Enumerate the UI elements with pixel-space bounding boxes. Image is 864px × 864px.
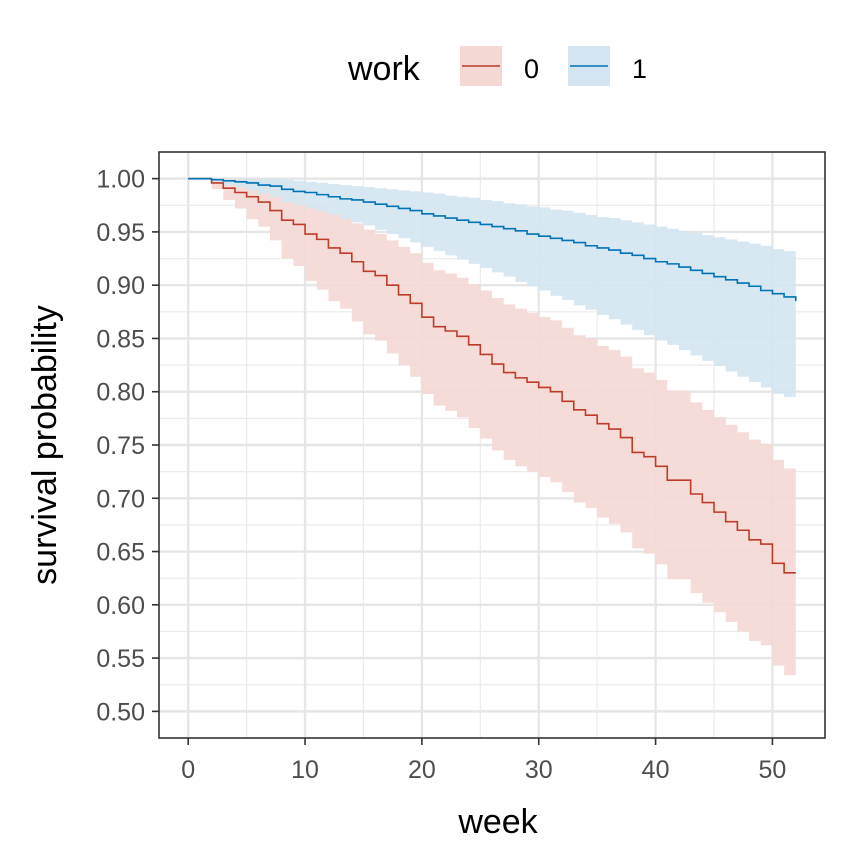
- x-tick-label: 20: [408, 756, 436, 784]
- x-tick-label: 10: [291, 756, 319, 784]
- y-tick-label: 0.60: [96, 592, 145, 620]
- confidence-band-work-1: [188, 178, 796, 398]
- survival-curve-work-1: [188, 177, 797, 302]
- confidence-bands: [188, 178, 796, 676]
- survival-curve-work-0: [188, 177, 796, 574]
- survival-curves: [188, 177, 797, 574]
- y-tick-label: 0.65: [96, 539, 145, 567]
- x-tick-label: 0: [181, 756, 195, 784]
- x-tick-label: 40: [642, 756, 670, 784]
- x-axis-title: week: [457, 803, 538, 841]
- y-tick-label: 0.55: [96, 645, 145, 673]
- y-tick-label: 0.50: [96, 698, 145, 726]
- y-axis-title: survival probability: [26, 305, 64, 585]
- legend: work 0 1: [347, 46, 647, 88]
- confidence-band-work-0: [188, 178, 796, 676]
- y-tick-label: 0.90: [96, 272, 145, 300]
- y-tick-label: 0.70: [96, 485, 145, 513]
- y-tick-label: 1.00: [96, 166, 145, 194]
- x-tick-label: 50: [759, 756, 787, 784]
- legend-title: work: [347, 50, 421, 88]
- y-tick-label: 0.95: [96, 219, 145, 247]
- y-tick-label: 0.80: [96, 379, 145, 407]
- y-tick-label: 0.75: [96, 432, 145, 460]
- legend-label-1: 1: [632, 54, 647, 84]
- x-axis: 0 10 20 30 40 50: [181, 738, 786, 784]
- x-tick-label: 30: [525, 756, 553, 784]
- y-tick-label: 0.85: [96, 325, 145, 353]
- y-axis: 0.50 0.55 0.60 0.65 0.70 0.75 0.80 0.85 0.90 0.95…: [96, 166, 159, 726]
- legend-label-0: 0: [524, 54, 539, 84]
